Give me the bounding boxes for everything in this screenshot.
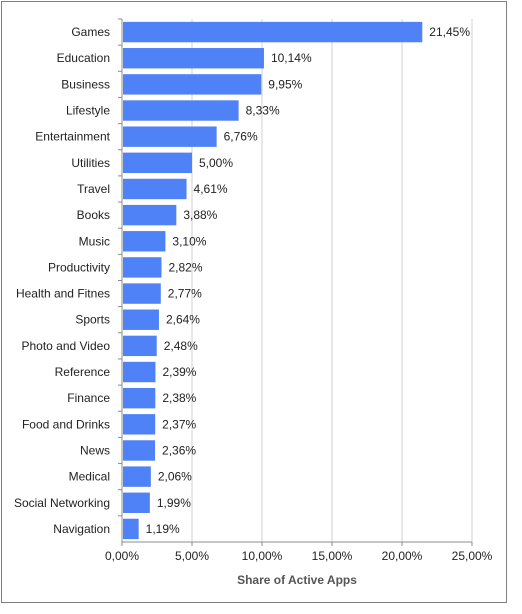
value-label: 2,36% bbox=[162, 443, 196, 457]
value-label: 3,88% bbox=[183, 208, 217, 222]
value-label: 8,33% bbox=[246, 104, 280, 118]
bar-6 bbox=[123, 178, 187, 200]
category-label: Games bbox=[71, 25, 110, 39]
value-label: 3,10% bbox=[172, 234, 206, 248]
value-label: 2,39% bbox=[162, 365, 196, 379]
value-label: 2,82% bbox=[168, 260, 202, 274]
category-label: Navigation bbox=[53, 522, 110, 536]
bar-8 bbox=[123, 231, 166, 252]
category-label: Sports bbox=[75, 313, 110, 327]
category-label: Photo and Video bbox=[21, 339, 110, 353]
bar-1 bbox=[123, 48, 264, 69]
category-label: Social Networking bbox=[14, 496, 110, 510]
bar-3 bbox=[123, 100, 239, 121]
x-tick-label: 15,00% bbox=[312, 549, 353, 563]
bar-16 bbox=[123, 440, 156, 461]
value-label: 4,61% bbox=[194, 182, 228, 196]
value-label: 1,99% bbox=[157, 496, 191, 510]
category-label: Education bbox=[57, 51, 110, 65]
bar-5 bbox=[123, 152, 192, 174]
bar-15 bbox=[123, 414, 156, 435]
bar-14 bbox=[123, 387, 156, 409]
chart-frame: 0,00% 5,00% 10,00% 15,00% 20,00% 25,00% Games 2… bbox=[1, 1, 507, 603]
value-label: 5,00% bbox=[199, 156, 233, 170]
category-label: Lifestyle bbox=[66, 104, 110, 118]
category-label: Finance bbox=[67, 391, 110, 405]
category-label: Health and Fitnes bbox=[16, 287, 110, 301]
x-tick-label: 25,00% bbox=[452, 549, 493, 563]
value-label: 2,37% bbox=[162, 417, 196, 431]
x-tick-label: 10,00% bbox=[242, 549, 283, 563]
x-tick-label: 20,00% bbox=[382, 549, 423, 563]
value-label: 2,38% bbox=[162, 391, 196, 405]
category-label: Utilities bbox=[71, 156, 110, 170]
bar-4 bbox=[123, 126, 217, 147]
x-axis-title: Share of Active Apps bbox=[237, 573, 357, 587]
category-label: Music bbox=[79, 234, 110, 248]
category-label: Productivity bbox=[48, 260, 110, 274]
bar-chart: 0,00% 5,00% 10,00% 15,00% 20,00% 25,00% Games 2… bbox=[14, 18, 493, 587]
category-label: Medical bbox=[69, 470, 110, 484]
bar-13 bbox=[123, 361, 156, 383]
value-label: 2,48% bbox=[164, 339, 198, 353]
category-label: Reference bbox=[55, 365, 111, 379]
category-label: Food and Drinks bbox=[22, 417, 110, 431]
value-label: 9,95% bbox=[268, 77, 302, 91]
category-label: Travel bbox=[77, 182, 110, 196]
category-label: News bbox=[80, 443, 110, 457]
value-label: 6,76% bbox=[224, 130, 258, 144]
bar-18 bbox=[123, 492, 150, 513]
value-label: 1,19% bbox=[146, 522, 180, 536]
bar-2 bbox=[123, 74, 262, 95]
value-label: 10,14% bbox=[271, 51, 312, 65]
bar-19 bbox=[123, 518, 139, 540]
value-label: 21,45% bbox=[429, 25, 470, 39]
x-tick-label: 5,00% bbox=[175, 549, 209, 563]
category-label: Books bbox=[77, 208, 110, 222]
bar-17 bbox=[123, 466, 151, 487]
category-label: Entertainment bbox=[35, 130, 110, 144]
bar-0 bbox=[123, 21, 423, 43]
value-label: 2,77% bbox=[168, 287, 202, 301]
bar-7 bbox=[123, 204, 177, 226]
bar-9 bbox=[123, 257, 162, 278]
value-label: 2,64% bbox=[166, 313, 200, 327]
value-label: 2,06% bbox=[158, 470, 192, 484]
bar-10 bbox=[123, 283, 161, 304]
x-tick-label: 0,00% bbox=[105, 549, 139, 563]
bar-12 bbox=[123, 335, 157, 357]
category-label: Business bbox=[61, 77, 110, 91]
bar-11 bbox=[123, 309, 159, 330]
